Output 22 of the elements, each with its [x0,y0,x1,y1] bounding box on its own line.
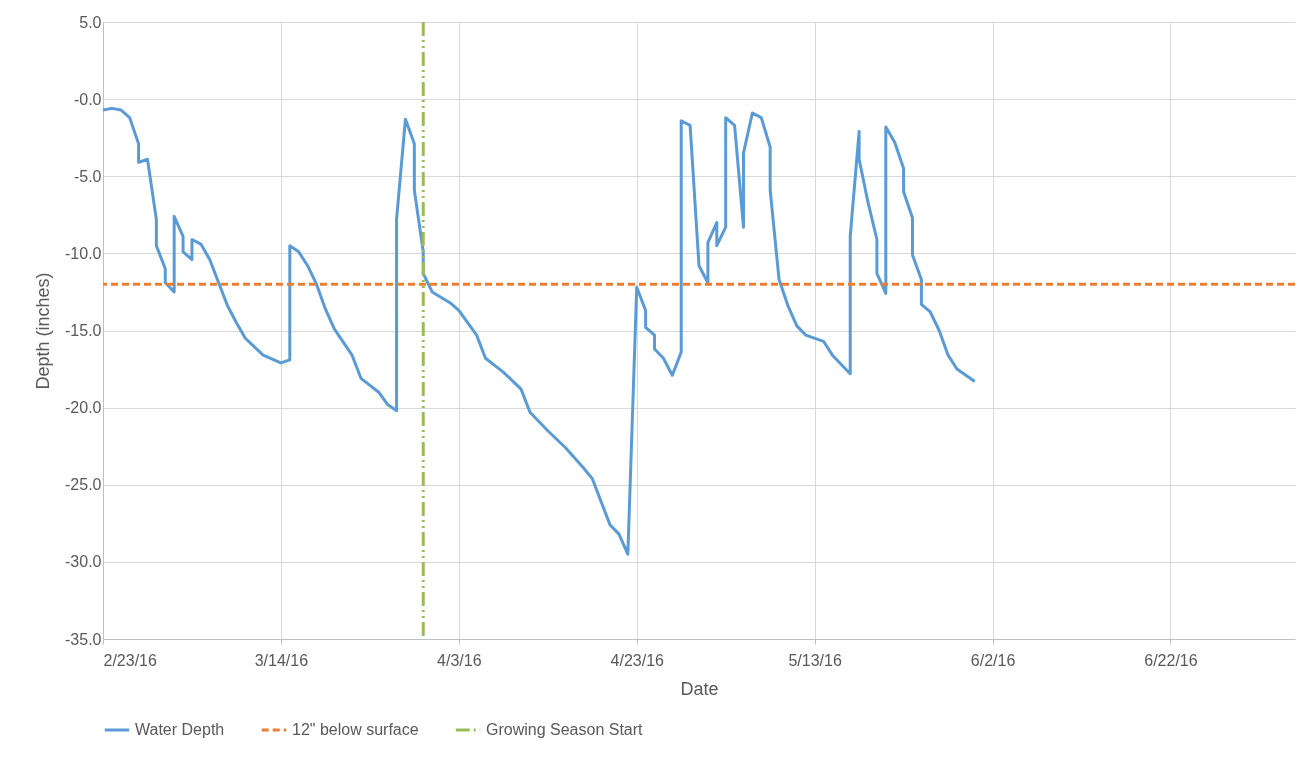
line-series [103,106,977,556]
y-tick-label: 5.0 [79,13,102,31]
y-tick-label: -20.0 [65,399,102,417]
legend-label: Water Depth [135,721,225,738]
x-tick-label: 2/23/16 [103,651,157,669]
x-axis-title: Date [680,678,719,699]
y-tick-label: -35.0 [65,630,102,648]
y-tick-label: -10.0 [65,244,102,262]
x-tick-label: 5/13/16 [788,651,842,669]
y-tick-label: -0.0 [73,90,102,108]
x-tick-label: 4/3/16 [437,651,482,669]
x-tick-label: 3/14/16 [254,651,309,669]
legend-label: 12" below surface [292,721,419,738]
y-axis-title: Depth (inches) [33,272,54,390]
x-tick-label: 4/23/16 [610,651,665,669]
y-tick-label: -15.0 [65,322,102,339]
x-tick-label: 6/2/16 [970,651,1016,669]
y-tick-label: -30.0 [65,553,102,571]
legend-label: Growing Season Start [486,721,644,738]
y-tick-label: -5.0 [73,167,102,185]
y-tick-label: -25.0 [65,476,102,494]
x-tick-label: 6/22/16 [1144,651,1198,669]
